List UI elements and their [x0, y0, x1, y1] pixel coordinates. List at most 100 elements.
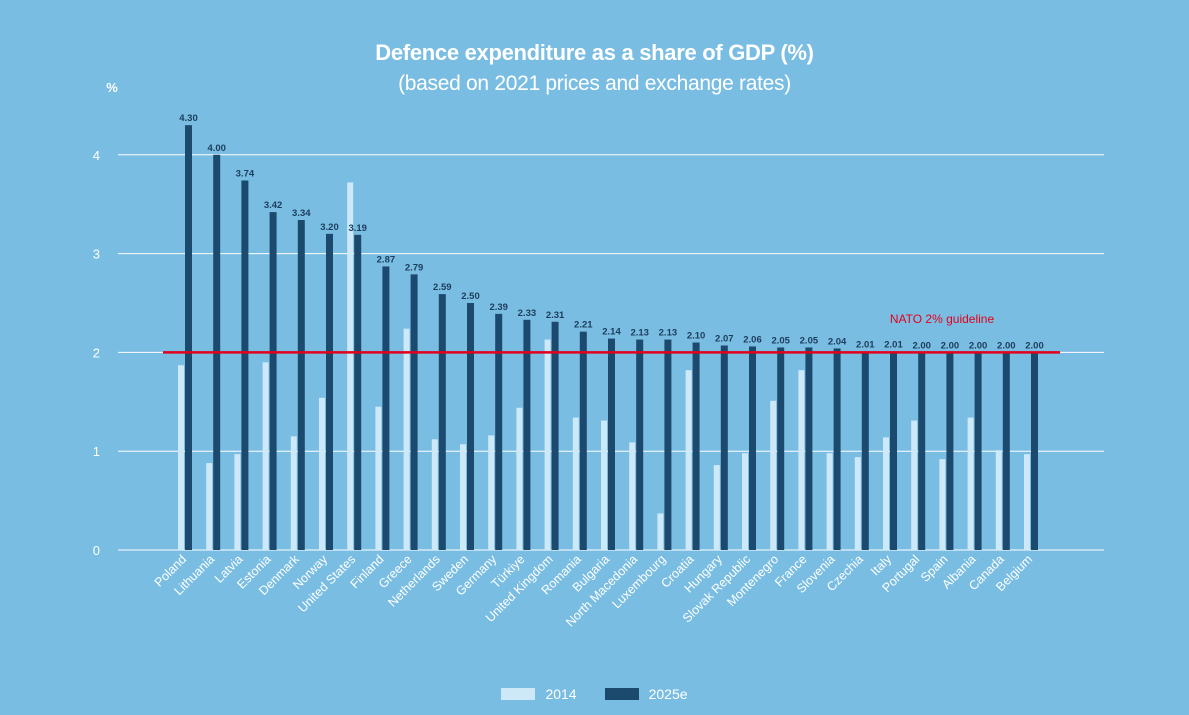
bar-2025e: [579, 331, 587, 550]
bar-2025e: [636, 339, 644, 550]
data-label: 2.01: [856, 339, 875, 350]
bar-2025e: [241, 180, 249, 550]
y-tick-label: 4: [93, 148, 100, 163]
data-label: 2.00: [969, 340, 988, 351]
data-label: 2.00: [941, 340, 960, 351]
legend-swatch-2014: [501, 688, 536, 700]
bar-2014: [178, 365, 184, 550]
bar-2014: [516, 407, 523, 550]
data-label: 4.00: [207, 143, 226, 154]
bar-2014: [629, 442, 636, 550]
bar-2025e: [438, 294, 446, 550]
data-label: 2.14: [602, 327, 621, 338]
bar-2014: [742, 453, 748, 550]
data-label: 2.05: [800, 335, 819, 346]
nato-guideline-label: NATO 2% guideline: [890, 312, 995, 326]
legend-label-2014: 2014: [545, 686, 577, 702]
bar-2014: [544, 339, 551, 550]
bar-2014: [939, 459, 946, 550]
chart-title: Defence expenditure as a share of GDP (%…: [375, 40, 814, 65]
bar-2025e: [551, 321, 559, 550]
bar-2025e: [720, 345, 728, 550]
bar-2025e: [297, 220, 305, 550]
bar-2014: [262, 362, 269, 550]
bar-2014: [883, 437, 889, 550]
bar-2025e: [890, 351, 897, 550]
data-label: 2.00: [1025, 340, 1044, 351]
y-tick-label: 2: [93, 345, 100, 360]
bar-2014: [572, 417, 579, 550]
data-label: 2.87: [377, 254, 396, 265]
data-label: 3.42: [264, 200, 283, 211]
bar-2014: [375, 406, 382, 550]
bar-2014: [319, 397, 325, 550]
bar-2014: [1024, 454, 1030, 550]
bar-2014: [854, 457, 861, 550]
data-labels: 4.30 4.00 3.74 3.42 3.34 3.20 3.19 2.87 2.79 2.59…: [179, 113, 1044, 351]
data-label: 2.79: [405, 262, 424, 273]
bar-2025e: [1031, 352, 1038, 550]
bar-2025e: [946, 352, 954, 550]
y-tick-label: 1: [93, 444, 100, 459]
data-label: 2.07: [715, 333, 734, 344]
data-label: 2.50: [461, 291, 480, 302]
bar-2014: [685, 370, 692, 550]
bar-2014: [713, 465, 720, 550]
bar-2014: [234, 454, 241, 550]
bar-2025e: [692, 342, 700, 550]
bar-2014: [770, 400, 777, 550]
bar-2025e: [664, 339, 672, 550]
bar-2014: [403, 328, 410, 550]
data-label: 2.10: [687, 331, 706, 342]
data-label: 3.34: [292, 208, 311, 219]
bar-2014: [488, 435, 495, 550]
data-label: 2.00: [912, 340, 931, 351]
data-label: 2.00: [997, 340, 1016, 351]
bar-2014: [431, 439, 438, 550]
y-axis: 0 1 2 3 4: [93, 148, 100, 558]
bar-2014: [206, 463, 213, 550]
legend-label-2025e: 2025e: [648, 686, 688, 702]
bar-2014: [601, 420, 607, 550]
legend-item-2025e: 2025e: [604, 686, 688, 702]
bar-2014: [290, 436, 297, 550]
bar-2014: [347, 182, 354, 551]
bar-2025e: [467, 303, 474, 550]
legend-swatch-2025e: [604, 688, 639, 700]
bar-2025e: [523, 319, 531, 550]
bar-2025e: [382, 266, 390, 550]
bar-2025e: [777, 347, 785, 550]
reference-line-group: NATO 2% guideline: [163, 312, 1060, 354]
bar-2025e: [185, 125, 192, 550]
data-label: 2.21: [574, 320, 593, 331]
data-label: 3.19: [348, 223, 367, 234]
bar-2025e: [833, 348, 841, 550]
bar-2025e: [974, 352, 982, 550]
bar-2025e: [608, 338, 615, 550]
data-label: 2.13: [659, 328, 678, 339]
bar-2014: [798, 370, 805, 550]
bars: [178, 125, 1038, 551]
data-label: 3.74: [236, 168, 255, 179]
bar-2014: [967, 417, 974, 550]
data-label: 2.59: [433, 282, 452, 293]
y-tick-label: 3: [93, 247, 100, 262]
bar-2025e: [354, 234, 362, 550]
data-label: 4.30: [179, 113, 198, 124]
data-label: 2.04: [828, 336, 847, 347]
data-label: 2.39: [489, 302, 508, 313]
data-label: 2.33: [518, 308, 537, 319]
bar-2014: [995, 450, 1002, 550]
y-axis-unit-label: %: [106, 80, 118, 95]
chart-subtitle: (based on 2021 prices and exchange rates…: [398, 72, 791, 95]
legend-item-2014: 2014: [501, 686, 577, 702]
bar-2014: [911, 420, 918, 550]
x-axis: PolandLithuaniaLatviaEstoniaDenmarkNorwa…: [152, 552, 1035, 630]
bar-2025e: [1002, 352, 1010, 550]
bar-2025e: [410, 274, 418, 550]
bar-2025e: [269, 212, 277, 550]
data-label: 3.20: [320, 222, 339, 233]
bar-2025e: [495, 313, 503, 550]
data-label: 2.01: [884, 339, 903, 350]
